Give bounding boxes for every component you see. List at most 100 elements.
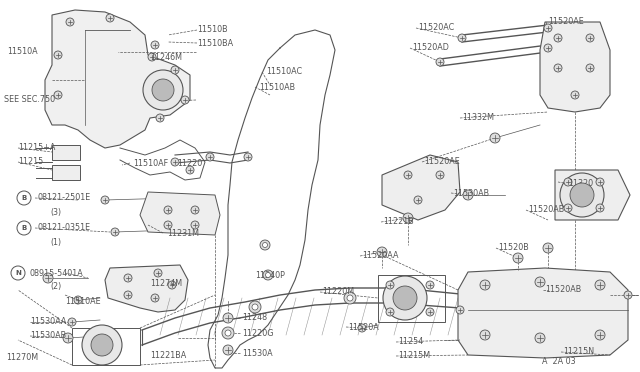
- Circle shape: [164, 221, 172, 229]
- Text: (1): (1): [50, 237, 61, 247]
- Text: 11320: 11320: [568, 179, 593, 187]
- Circle shape: [191, 206, 199, 214]
- Circle shape: [148, 53, 156, 61]
- Circle shape: [68, 318, 76, 326]
- Polygon shape: [458, 268, 628, 358]
- Circle shape: [171, 66, 179, 74]
- Circle shape: [456, 306, 464, 314]
- Polygon shape: [382, 155, 460, 220]
- Circle shape: [596, 178, 604, 186]
- Circle shape: [554, 34, 562, 42]
- Circle shape: [436, 58, 444, 66]
- Circle shape: [223, 345, 233, 355]
- Circle shape: [544, 44, 552, 52]
- Circle shape: [260, 240, 270, 250]
- Polygon shape: [52, 165, 80, 180]
- Circle shape: [595, 330, 605, 340]
- Text: (3): (3): [50, 208, 61, 217]
- Polygon shape: [105, 265, 188, 312]
- Text: 11254: 11254: [398, 337, 423, 346]
- Text: 08121-2501E: 08121-2501E: [38, 193, 92, 202]
- Text: 11520AB: 11520AB: [545, 285, 581, 295]
- Circle shape: [111, 228, 119, 236]
- Circle shape: [571, 91, 579, 99]
- Circle shape: [191, 221, 199, 229]
- Text: N: N: [15, 270, 21, 276]
- Circle shape: [91, 334, 113, 356]
- Circle shape: [171, 158, 179, 166]
- Text: A  2A 03: A 2A 03: [542, 357, 575, 366]
- Circle shape: [101, 196, 109, 204]
- Polygon shape: [45, 10, 190, 148]
- Text: 11231M: 11231M: [167, 228, 199, 237]
- Circle shape: [404, 171, 412, 179]
- Text: 11220: 11220: [177, 158, 202, 167]
- Circle shape: [54, 91, 62, 99]
- Text: 11220G: 11220G: [242, 328, 273, 337]
- Circle shape: [490, 133, 500, 143]
- Text: 08121-0351E: 08121-0351E: [38, 224, 91, 232]
- Circle shape: [358, 324, 366, 332]
- Text: 11215M: 11215M: [398, 352, 430, 360]
- Circle shape: [74, 296, 82, 304]
- Text: 11530AB: 11530AB: [30, 331, 66, 340]
- Text: (2): (2): [50, 282, 61, 292]
- Circle shape: [535, 277, 545, 287]
- Circle shape: [480, 330, 490, 340]
- Text: 11530AA: 11530AA: [30, 317, 67, 327]
- Text: 11274M: 11274M: [150, 279, 182, 288]
- Text: 11520A: 11520A: [348, 323, 379, 331]
- Circle shape: [223, 313, 233, 323]
- Circle shape: [560, 173, 604, 217]
- Circle shape: [152, 79, 174, 101]
- Polygon shape: [555, 170, 630, 220]
- Circle shape: [186, 166, 194, 174]
- Circle shape: [263, 270, 273, 280]
- Circle shape: [570, 183, 594, 207]
- Circle shape: [124, 291, 132, 299]
- Circle shape: [164, 206, 172, 214]
- Circle shape: [106, 14, 114, 22]
- Text: 11240P: 11240P: [255, 272, 285, 280]
- Text: 11520AE: 11520AE: [424, 157, 460, 167]
- Text: 11520B: 11520B: [498, 244, 529, 253]
- Text: 11246M: 11246M: [150, 54, 182, 62]
- Circle shape: [564, 178, 572, 186]
- Circle shape: [595, 280, 605, 290]
- Text: 11530AB: 11530AB: [453, 189, 489, 198]
- Polygon shape: [140, 192, 220, 235]
- Circle shape: [151, 41, 159, 49]
- Circle shape: [624, 291, 632, 299]
- Circle shape: [554, 64, 562, 72]
- Text: 11510AB: 11510AB: [259, 83, 295, 92]
- Text: 11270M: 11270M: [6, 353, 38, 362]
- Text: 11510AF: 11510AF: [133, 158, 168, 167]
- Circle shape: [463, 190, 473, 200]
- Circle shape: [206, 153, 214, 161]
- Circle shape: [249, 301, 261, 313]
- Circle shape: [383, 276, 427, 320]
- Circle shape: [480, 280, 490, 290]
- Circle shape: [154, 269, 162, 277]
- Circle shape: [266, 273, 271, 278]
- Circle shape: [535, 333, 545, 343]
- Circle shape: [344, 292, 356, 304]
- Text: 11510A: 11510A: [7, 48, 38, 57]
- Circle shape: [543, 243, 553, 253]
- Circle shape: [596, 204, 604, 212]
- Circle shape: [458, 34, 466, 42]
- Text: 11221B: 11221B: [383, 218, 413, 227]
- Circle shape: [168, 281, 176, 289]
- Text: 11215N: 11215N: [563, 347, 594, 356]
- Text: 08915-5401A: 08915-5401A: [30, 269, 84, 278]
- Text: 11520AD: 11520AD: [412, 44, 449, 52]
- Circle shape: [54, 51, 62, 59]
- Text: 11520AA: 11520AA: [362, 251, 399, 260]
- Text: 11332M: 11332M: [462, 113, 494, 122]
- Circle shape: [262, 243, 268, 247]
- Text: 11510B: 11510B: [197, 26, 228, 35]
- Circle shape: [426, 281, 434, 289]
- Text: 11530A: 11530A: [242, 349, 273, 357]
- Circle shape: [544, 24, 552, 32]
- Circle shape: [252, 304, 258, 310]
